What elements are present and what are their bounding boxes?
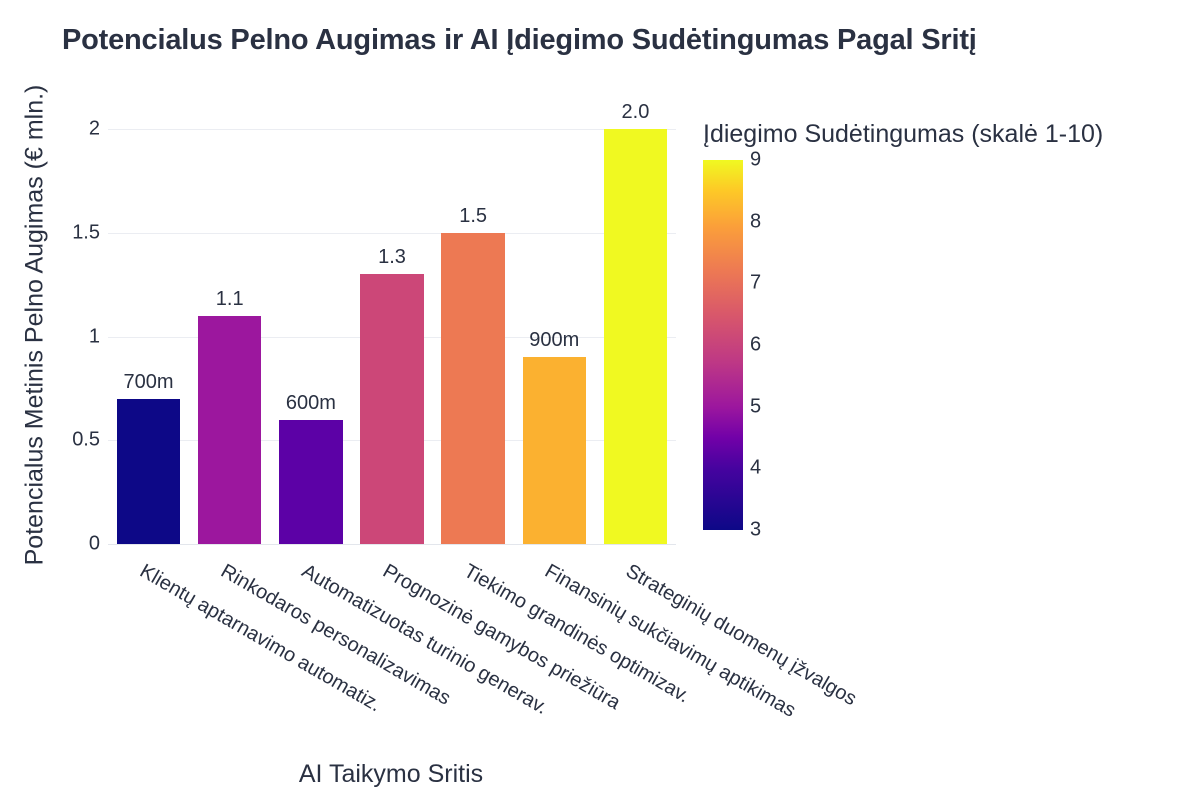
colorbar-tick-label: 9	[750, 148, 762, 171]
bar-value-label: 700m	[123, 370, 174, 393]
y-tick-label: 1.5	[72, 221, 100, 244]
y-tick-label: 0	[88, 532, 100, 555]
colorbar	[703, 160, 743, 530]
bar-value-label: 2.0	[621, 101, 650, 123]
bar[interactable]	[197, 315, 262, 544]
chart-title: Potencialus Pelno Augimas ir AI Įdiegimo…	[62, 24, 977, 56]
colorbar-tick-label: 5	[750, 395, 762, 418]
colorbar-tick-label: 4	[750, 456, 762, 479]
colorbar-tick-label: 6	[750, 333, 762, 356]
colorbar-tick-label: 3	[750, 518, 762, 541]
bar[interactable]	[522, 357, 587, 544]
gridline	[108, 232, 676, 234]
bar-value-label: 1.1	[215, 287, 244, 310]
x-axis-label: AI Taikymo Sritis	[298, 760, 484, 788]
colorbar-tick-label: 8	[750, 210, 762, 233]
bar-value-label: 1.3	[378, 246, 406, 269]
bar-value-label: 600m	[285, 391, 336, 414]
bar[interactable]	[441, 232, 505, 544]
colorbar-title: Įdiegimo Sudėtingumas (skalė 1-10)	[703, 120, 1104, 148]
y-axis-label: Potencialus Metinis Pelno Augimas (€ mln…	[20, 84, 49, 566]
bar-value-label: 900m	[529, 329, 580, 352]
gridline	[108, 129, 676, 130]
bar[interactable]	[279, 419, 343, 544]
y-tick-label: 1	[88, 325, 100, 347]
bar-value-label: 1.5	[459, 204, 488, 227]
y-tick-label: 0.5	[72, 428, 100, 451]
colorbar-tick-label: 7	[750, 271, 762, 294]
bar[interactable]	[360, 274, 424, 544]
plot-area: 0 0.5 1 1.5 2 700m 1.1 600m 1.3 1.5 900m 2.0	[72, 100, 676, 555]
gridline	[108, 544, 676, 545]
bar[interactable]	[603, 129, 668, 544]
bar[interactable]	[116, 398, 181, 544]
y-tick-label: 2	[88, 117, 100, 140]
